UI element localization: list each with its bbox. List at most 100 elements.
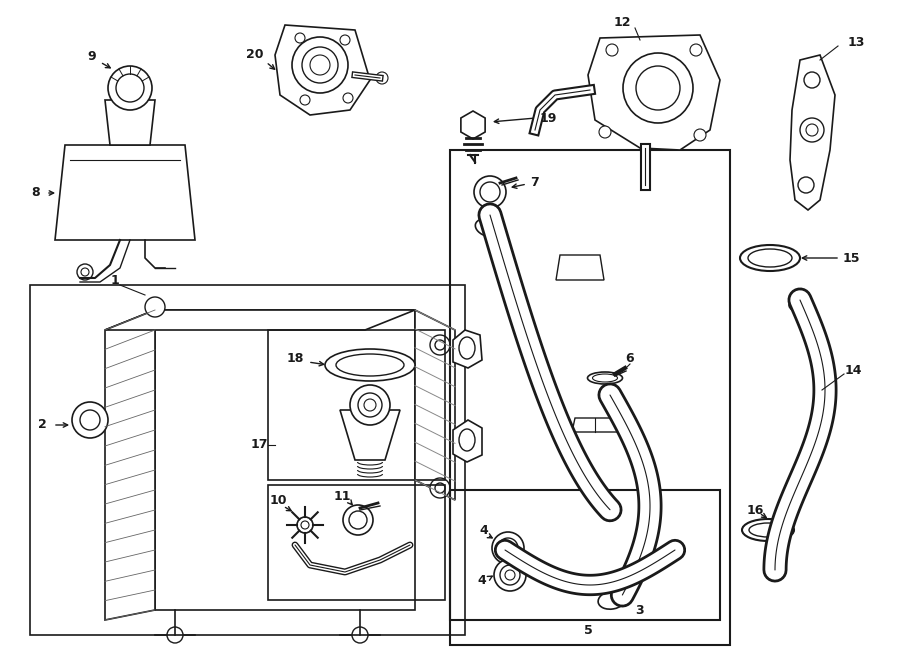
Circle shape: [343, 505, 373, 535]
Circle shape: [349, 511, 367, 529]
Polygon shape: [105, 310, 155, 620]
Circle shape: [505, 570, 515, 580]
Circle shape: [80, 410, 100, 430]
Circle shape: [108, 66, 152, 110]
Text: 6: 6: [626, 352, 634, 364]
Circle shape: [435, 340, 445, 350]
Ellipse shape: [459, 337, 475, 359]
Text: 11: 11: [333, 490, 351, 504]
Circle shape: [295, 33, 305, 43]
Ellipse shape: [748, 249, 792, 267]
Bar: [268, 485, 445, 600]
Circle shape: [301, 521, 309, 529]
Polygon shape: [340, 410, 400, 460]
Circle shape: [435, 483, 445, 493]
Circle shape: [72, 402, 108, 438]
Text: 10: 10: [269, 494, 287, 506]
Ellipse shape: [789, 298, 811, 312]
Circle shape: [500, 565, 520, 585]
Polygon shape: [155, 310, 415, 610]
Bar: [450, 490, 720, 620]
Circle shape: [302, 47, 338, 83]
Circle shape: [77, 264, 93, 280]
Circle shape: [297, 517, 313, 533]
Circle shape: [804, 72, 820, 88]
Text: 3: 3: [635, 603, 644, 617]
Ellipse shape: [588, 372, 623, 384]
Text: 8: 8: [32, 186, 40, 200]
Circle shape: [343, 93, 353, 103]
Text: 9: 9: [87, 50, 96, 63]
Circle shape: [350, 385, 390, 425]
Text: 14: 14: [845, 364, 862, 377]
Ellipse shape: [740, 245, 800, 271]
Circle shape: [480, 182, 500, 202]
Text: 13: 13: [848, 36, 866, 48]
Circle shape: [636, 66, 680, 110]
Text: 19: 19: [540, 112, 557, 124]
Ellipse shape: [598, 591, 625, 609]
Bar: [450, 150, 730, 645]
Polygon shape: [790, 55, 835, 210]
Circle shape: [340, 35, 350, 45]
Text: 17: 17: [250, 438, 268, 451]
Circle shape: [430, 478, 450, 498]
Circle shape: [494, 559, 526, 591]
Text: 15: 15: [843, 251, 860, 264]
Circle shape: [694, 129, 706, 141]
Text: 7: 7: [530, 176, 539, 190]
Circle shape: [145, 297, 165, 317]
Polygon shape: [275, 25, 370, 115]
Circle shape: [492, 532, 524, 564]
Circle shape: [116, 74, 144, 102]
Ellipse shape: [742, 519, 794, 541]
Ellipse shape: [336, 354, 404, 376]
Circle shape: [292, 37, 348, 93]
Circle shape: [358, 393, 382, 417]
Polygon shape: [453, 330, 482, 368]
Polygon shape: [453, 420, 482, 462]
Circle shape: [498, 538, 518, 558]
Polygon shape: [55, 145, 195, 240]
Circle shape: [806, 124, 818, 136]
Circle shape: [167, 627, 183, 643]
Bar: [30, 285, 465, 635]
Polygon shape: [556, 255, 604, 280]
Text: 1: 1: [111, 274, 120, 286]
Circle shape: [623, 53, 693, 123]
Text: 16: 16: [746, 504, 764, 516]
Polygon shape: [105, 310, 415, 330]
Circle shape: [310, 55, 330, 75]
Text: 5: 5: [583, 623, 592, 637]
Ellipse shape: [459, 429, 475, 451]
Ellipse shape: [325, 349, 415, 381]
Ellipse shape: [475, 219, 505, 237]
Circle shape: [300, 95, 310, 105]
Circle shape: [352, 627, 368, 643]
Circle shape: [798, 177, 814, 193]
Ellipse shape: [592, 374, 617, 382]
Circle shape: [81, 268, 89, 276]
Circle shape: [430, 335, 450, 355]
Circle shape: [599, 126, 611, 138]
Circle shape: [474, 176, 506, 208]
Circle shape: [503, 543, 513, 553]
Text: 4: 4: [478, 574, 486, 586]
Circle shape: [606, 44, 618, 56]
Text: 20: 20: [247, 48, 264, 61]
Circle shape: [690, 44, 702, 56]
Bar: [268, 330, 445, 480]
Polygon shape: [461, 111, 485, 139]
Circle shape: [376, 72, 388, 84]
Text: 2: 2: [38, 418, 47, 432]
Polygon shape: [572, 418, 618, 432]
Polygon shape: [415, 310, 455, 500]
Circle shape: [800, 118, 824, 142]
Text: 4: 4: [480, 524, 489, 537]
Polygon shape: [588, 35, 720, 150]
Text: 12: 12: [613, 15, 631, 28]
Ellipse shape: [749, 523, 787, 537]
Circle shape: [364, 399, 376, 411]
Polygon shape: [105, 100, 155, 145]
Text: 18: 18: [286, 352, 303, 364]
